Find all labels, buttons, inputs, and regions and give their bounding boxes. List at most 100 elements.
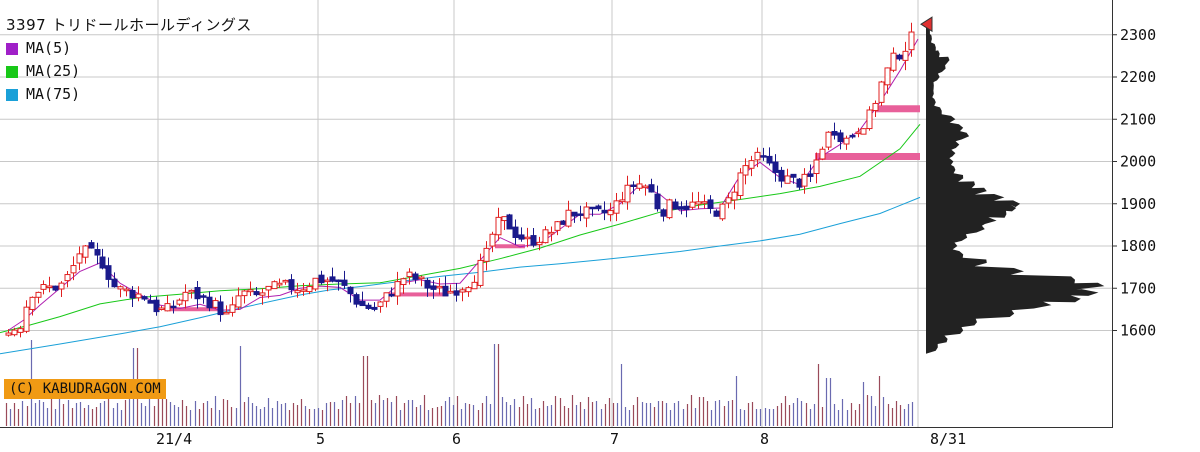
candlesticks xyxy=(5,22,915,338)
legend-item-ma75: MA(75) xyxy=(6,83,252,106)
candle-40 xyxy=(241,290,248,304)
candle-127 xyxy=(754,147,761,168)
candle-117 xyxy=(695,191,702,209)
candle-31 xyxy=(188,289,195,299)
candle-55 xyxy=(329,267,336,283)
candle-119 xyxy=(707,195,714,214)
candle-57 xyxy=(341,270,348,289)
x-tick-label-1: 5 xyxy=(316,430,325,448)
last-price-triangle xyxy=(920,16,933,33)
candle-68 xyxy=(406,268,413,285)
candle-70 xyxy=(418,275,425,287)
candle-83 xyxy=(495,207,502,241)
candle-18 xyxy=(111,272,118,288)
candle-23 xyxy=(141,295,148,301)
candle-14 xyxy=(88,239,95,249)
candle-148 xyxy=(878,80,885,106)
price-zone-3 xyxy=(815,153,920,161)
x-tick-label-2: 6 xyxy=(452,430,461,448)
candle-36 xyxy=(217,295,224,322)
candle-86 xyxy=(512,219,519,245)
candle-44 xyxy=(265,285,272,299)
ma25-line xyxy=(0,123,921,334)
volume-profile xyxy=(926,22,1105,354)
candle-27 xyxy=(164,295,171,312)
x-tick-label-0: 21/4 xyxy=(156,430,192,448)
price-zone-0 xyxy=(170,307,220,312)
y-tick-label-2300: 2300 xyxy=(1120,26,1156,44)
candle-111 xyxy=(660,208,667,222)
candle-151 xyxy=(896,53,903,61)
candle-20 xyxy=(123,287,130,297)
y-tick-label-2100: 2100 xyxy=(1120,110,1156,128)
candle-82 xyxy=(489,231,496,253)
candle-24 xyxy=(147,294,154,304)
candle-79 xyxy=(471,275,478,290)
candle-80 xyxy=(477,253,484,288)
last-price-marker xyxy=(920,16,933,33)
candle-61 xyxy=(365,302,372,310)
candle-129 xyxy=(766,147,773,166)
candle-147 xyxy=(872,100,879,118)
candle-142 xyxy=(843,135,850,150)
candle-135 xyxy=(801,168,808,194)
candle-41 xyxy=(247,281,254,296)
candle-11 xyxy=(70,256,77,281)
candle-95 xyxy=(565,200,572,228)
legend-item-ma5: MA(5) xyxy=(6,37,252,60)
candle-133 xyxy=(790,173,797,184)
candle-47 xyxy=(282,279,289,285)
candle-138 xyxy=(819,146,826,161)
candle-71 xyxy=(424,277,431,297)
copyright-label: (C) KABUDRAGON.COM xyxy=(4,379,166,399)
candle-15 xyxy=(94,242,101,265)
candle-62 xyxy=(371,302,378,312)
candle-121 xyxy=(719,203,726,221)
candle-17 xyxy=(105,257,112,288)
candle-122 xyxy=(725,192,732,209)
candle-93 xyxy=(554,220,561,236)
y-tick-label-2200: 2200 xyxy=(1120,68,1156,86)
candle-90 xyxy=(536,236,543,251)
candle-116 xyxy=(689,192,696,210)
candle-56 xyxy=(335,279,342,291)
candle-37 xyxy=(223,305,230,315)
candle-113 xyxy=(672,198,679,210)
candle-59 xyxy=(353,292,360,308)
candle-78 xyxy=(465,286,472,297)
candle-85 xyxy=(506,213,513,230)
candle-77 xyxy=(459,287,466,302)
candle-76 xyxy=(453,283,460,302)
candle-58 xyxy=(347,286,354,303)
candle-4 xyxy=(29,296,36,316)
candle-10 xyxy=(64,270,71,288)
candle-19 xyxy=(117,285,124,298)
legend-label-ma5: MA(5) xyxy=(26,39,72,57)
candle-72 xyxy=(430,280,437,299)
candle-108 xyxy=(642,184,649,196)
candle-140 xyxy=(831,122,838,140)
candle-120 xyxy=(713,209,720,217)
candle-125 xyxy=(742,158,749,185)
chart-frame xyxy=(0,0,1113,428)
legend-label-ma75: MA(75) xyxy=(26,85,81,103)
candle-87 xyxy=(518,227,525,242)
candle-101 xyxy=(601,201,608,221)
grid-lines xyxy=(0,0,1112,427)
legend-swatch-ma75 xyxy=(6,88,18,101)
candle-5 xyxy=(35,291,42,304)
volume-profile-shape xyxy=(926,22,1105,354)
candle-7 xyxy=(46,276,53,293)
legend-swatch-ma25 xyxy=(6,65,18,78)
candle-132 xyxy=(784,168,791,184)
y-axis-tick-labels: 2300 2200 2100 2000 1900 1800 1700 1600 xyxy=(1112,26,1156,340)
x-tick-label-3: 7 xyxy=(610,430,619,448)
legend-label-ma25: MA(25) xyxy=(26,62,81,80)
candle-63 xyxy=(377,301,384,313)
candle-3 xyxy=(23,300,30,334)
candle-81 xyxy=(483,241,490,271)
y-tick-label-1900: 1900 xyxy=(1120,195,1156,213)
candle-131 xyxy=(778,166,785,188)
candle-2 xyxy=(17,325,24,338)
candle-134 xyxy=(796,177,803,190)
